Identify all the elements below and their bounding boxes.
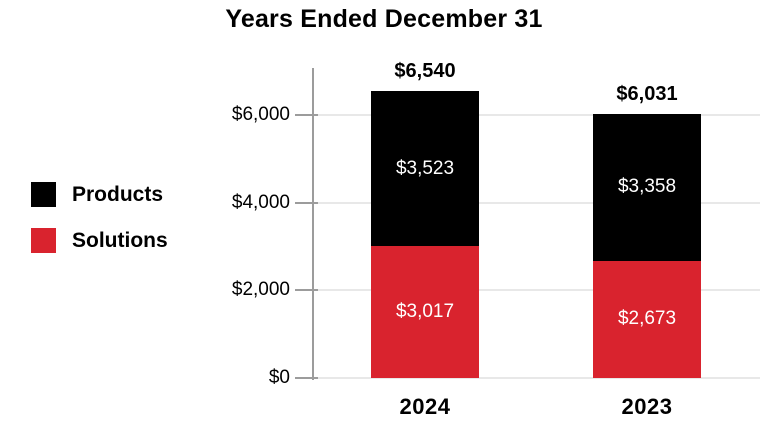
- gridline-0: [313, 377, 760, 379]
- x-axis-label-2024: 2024: [399, 394, 451, 419]
- y-axis-tick-0: [295, 377, 318, 379]
- x-axis-label-2023: 2023: [621, 394, 673, 419]
- chart-title: Years Ended December 31: [225, 5, 543, 33]
- gridline-2000: [313, 289, 760, 292]
- y-axis-line: [312, 68, 314, 380]
- bar-2024-products-segment: [371, 91, 479, 246]
- gridline-4000: [313, 201, 760, 204]
- legend-item-products: Products: [31, 182, 168, 207]
- legend-item-solutions: Solutions: [31, 228, 168, 253]
- bar-2024-solutions-value: $3,017: [395, 300, 455, 322]
- bar-2024-solutions-segment: [371, 245, 479, 378]
- bar-2023-solutions-value: $2,673: [617, 308, 677, 330]
- y-axis-tick-label-0: $0: [268, 367, 290, 388]
- y-axis-tick-4000: [295, 201, 318, 204]
- bar-2023-solutions-segment: [593, 260, 701, 378]
- bar-2023-total-label: $6,031: [616, 82, 678, 105]
- bar-2024-products-value: $3,523: [395, 157, 455, 179]
- y-axis-tick-label-6000: $6,000: [231, 104, 290, 125]
- solutions-color-swatch: [31, 228, 56, 253]
- products-color-swatch: [31, 182, 56, 207]
- legend: Products Solutions: [31, 182, 168, 274]
- y-axis-tick-6000: [295, 114, 318, 116]
- bar-2024-total-label: $6,540: [394, 60, 456, 83]
- legend-label-products: Products: [72, 183, 164, 206]
- bar-2023-products-segment: [593, 113, 701, 261]
- gridline-6000: [313, 114, 760, 116]
- y-axis-tick-2000: [295, 289, 318, 292]
- y-axis-tick-label-2000: $2,000: [231, 279, 290, 301]
- bar-2023-products-value: $3,358: [617, 176, 677, 198]
- legend-label-solutions: Solutions: [72, 229, 168, 252]
- y-axis-tick-label-4000: $4,000: [231, 191, 290, 213]
